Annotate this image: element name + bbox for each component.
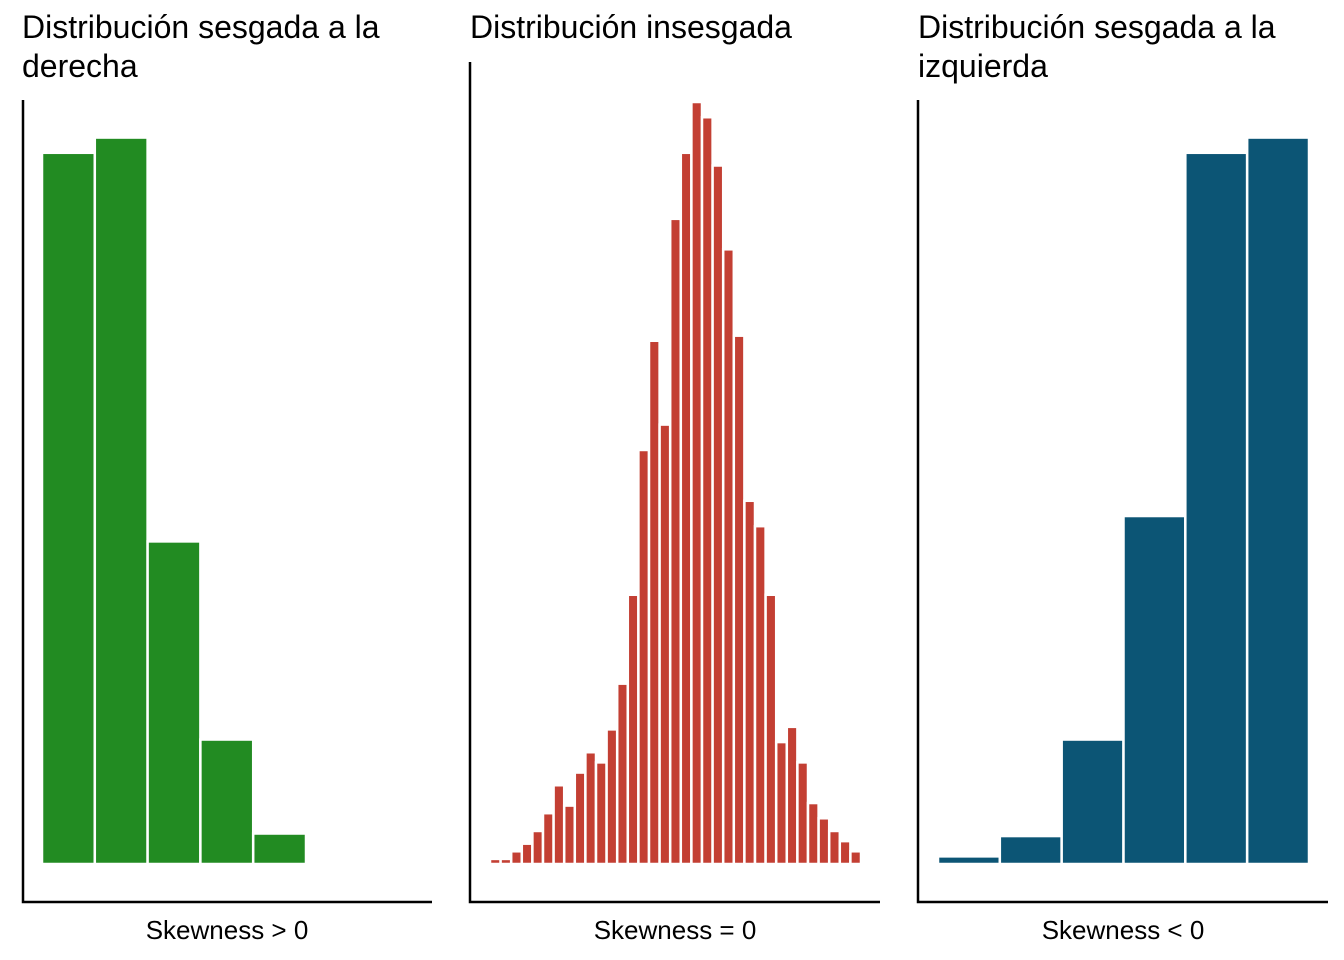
- histogram-bar: [605, 728, 619, 866]
- histogram-bar: [626, 593, 640, 866]
- histogram-bar: [668, 217, 683, 866]
- histogram-bar: [552, 784, 566, 866]
- panel-title-line-1: Distribución sesgada a la: [918, 9, 1276, 45]
- histogram-bar: [647, 339, 661, 866]
- histogram-bar: [796, 761, 810, 866]
- panel-title-line-1: Distribución insesgada: [470, 9, 792, 45]
- histogram-bar: [711, 164, 725, 866]
- histogram-bar: [637, 448, 651, 866]
- panel-title-line-2: derecha: [22, 48, 138, 84]
- axis-lines: [468, 62, 880, 904]
- axis-lines: [21, 100, 432, 904]
- histogram-bar: [936, 855, 1002, 866]
- histogram-bar: [1122, 514, 1187, 866]
- histogram-bar: [1060, 738, 1125, 866]
- bars-group: [40, 136, 308, 866]
- histogram-bar: [573, 771, 587, 866]
- histogram-bar: [721, 248, 736, 866]
- panel-unskewed: Distribución insesgada Skewness = 0: [468, 9, 880, 945]
- histogram-bar: [594, 761, 608, 866]
- histogram-bar: [488, 857, 502, 866]
- histogram-bar: [251, 832, 308, 866]
- histogram-bar: [541, 811, 555, 866]
- histogram-bar: [615, 682, 630, 866]
- histogram-bar: [146, 540, 202, 866]
- histogram-bar: [998, 834, 1063, 866]
- histogram-bar: [679, 151, 693, 866]
- histogram-bar: [690, 100, 704, 866]
- bars-group: [936, 136, 1311, 866]
- axis-lines: [916, 100, 1328, 904]
- histogram-bar: [499, 857, 513, 866]
- histogram-bar: [849, 850, 863, 866]
- histogram-bar: [509, 850, 524, 866]
- histogram-bar: [817, 817, 831, 866]
- histogram-bar: [732, 334, 746, 866]
- panel-right-skewed: Distribución sesgada a la derecha Skewne…: [21, 9, 432, 945]
- histogram-bar: [827, 829, 842, 866]
- histogram-bar: [584, 750, 598, 866]
- histogram-bar: [838, 839, 852, 866]
- bars-group: [488, 100, 863, 866]
- histogram-bar: [199, 738, 255, 866]
- histogram-bar: [658, 423, 672, 866]
- histogram-bar: [743, 499, 757, 866]
- histogram-bar: [1245, 136, 1311, 866]
- histogram-bar: [764, 593, 778, 866]
- histogram-bar: [700, 115, 714, 866]
- histogram-bar: [774, 740, 789, 866]
- histogram-bar: [562, 804, 577, 866]
- histogram-bar: [1184, 151, 1249, 866]
- histogram-bar: [40, 151, 97, 866]
- histogram-bar: [531, 829, 545, 866]
- panel-title-line-1: Distribución sesgada a la: [22, 9, 380, 45]
- x-axis-label: Skewness < 0: [1042, 915, 1205, 945]
- x-axis-label: Skewness > 0: [146, 915, 309, 945]
- panel-title-line-2: izquierda: [918, 48, 1048, 84]
- histogram-bar: [520, 842, 534, 866]
- x-axis-label: Skewness = 0: [594, 915, 757, 945]
- histogram-bar: [806, 801, 820, 866]
- histogram-bar: [753, 524, 767, 866]
- panel-left-skewed: Distribución sesgada a la izquierda Skew…: [916, 9, 1328, 945]
- histogram-bar: [785, 725, 799, 866]
- histogram-bar: [93, 136, 149, 866]
